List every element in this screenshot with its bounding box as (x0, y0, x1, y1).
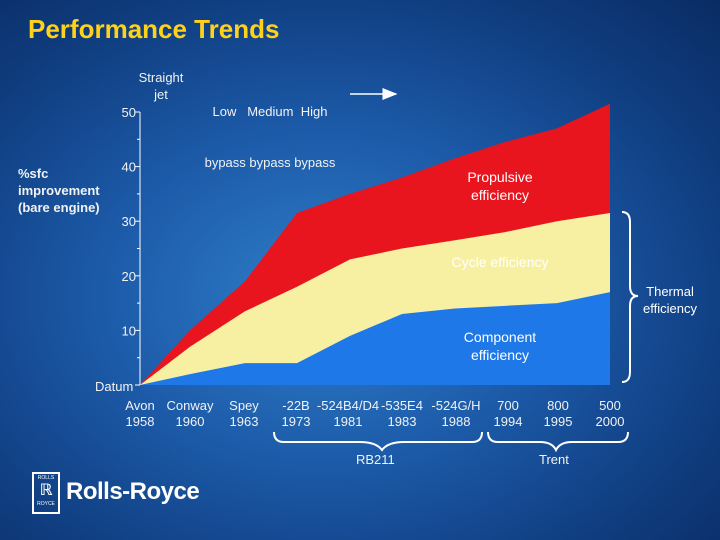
rolls-royce-wordmark: Rolls-Royce (66, 478, 200, 505)
x-year-label: 1981 (333, 414, 363, 429)
y-tick-label: 30 (122, 214, 136, 229)
thermal-efficiency-label: Thermal efficiency (630, 283, 710, 317)
era-straight-line1: Straight (138, 70, 184, 85)
badge-rr-mark: ℝ (39, 482, 53, 499)
component-efficiency-label: Component efficiency (438, 328, 562, 364)
propulsive-line2: efficiency (470, 187, 530, 203)
thermal-brace (621, 211, 639, 383)
area-series-group (140, 103, 610, 385)
x-engine-label: -22B (282, 398, 310, 413)
page-title: Performance Trends (28, 14, 280, 44)
x-year-label: 2000 (595, 414, 625, 429)
x-year-label: 1960 (175, 414, 205, 429)
trent-group-label: Trent (539, 452, 569, 467)
era-label-straight-jet: Straight jet (128, 69, 194, 103)
x-year-label: 1973 (281, 414, 311, 429)
trent-brace (487, 431, 629, 453)
x-year-label: 1995 (543, 414, 573, 429)
area-component-efficiency (140, 292, 610, 385)
era-straight-line2: jet (154, 87, 168, 102)
x-engine-label: 500 (599, 398, 621, 413)
cycle-efficiency-label: Cycle efficiency (451, 254, 549, 270)
propulsive-line1: Propulsive (467, 169, 533, 185)
era-bypass-line2: bypass bypass bypass (204, 155, 336, 170)
x-engine-label: -524G/H (431, 398, 481, 413)
x-year-label: 1963 (229, 414, 259, 429)
rb211-group-label: RB211 (356, 452, 395, 467)
y-tick-label: 20 (122, 269, 136, 284)
x-engine-label: 700 (497, 398, 519, 413)
x-year-label: 1994 (493, 414, 523, 429)
badge-bottom-text: ROYCE (37, 501, 55, 507)
x-year-label: 1988 (441, 414, 471, 429)
rolls-royce-badge-icon: ROLLS ℝ ROYCE (32, 472, 60, 514)
badge-top-text: ROLLS (37, 475, 55, 481)
x-engine-label: -524B4/D4 (316, 398, 380, 413)
x-engine-label: Spey (229, 398, 259, 413)
era-bypass-line1: Low Medium High (212, 104, 328, 119)
propulsive-efficiency-label: Propulsive efficiency (440, 168, 560, 204)
x-year-label: 1958 (125, 414, 155, 429)
datum-label: Datum (95, 379, 134, 394)
y-axis: 10 20 30 40 50 (122, 105, 141, 386)
y-axis-label-line3: (bare engine) (18, 200, 100, 215)
y-tick-label: 10 (122, 323, 136, 338)
y-tick-label: 40 (122, 160, 136, 175)
x-engine-label: Conway (166, 398, 214, 413)
x-year-label: 1983 (387, 414, 417, 429)
y-axis-label-line1: %sfc (18, 166, 49, 181)
thermal-line1: Thermal (646, 284, 694, 299)
x-engine-label: Avon (125, 398, 155, 413)
y-axis-label: %sfc improvement (bare engine) (18, 165, 100, 216)
era-label-bypass: Low Medium High bypass bypass bypass (190, 69, 350, 188)
y-axis-label-line2: improvement (18, 183, 100, 198)
rb211-brace (273, 431, 483, 452)
x-engine-label: -535E4 (381, 398, 423, 413)
y-tick-label: 50 (122, 105, 136, 120)
component-line2: efficiency (470, 347, 530, 363)
component-line1: Component (463, 329, 537, 345)
thermal-line2: efficiency (643, 301, 697, 316)
x-engine-label: 800 (547, 398, 569, 413)
